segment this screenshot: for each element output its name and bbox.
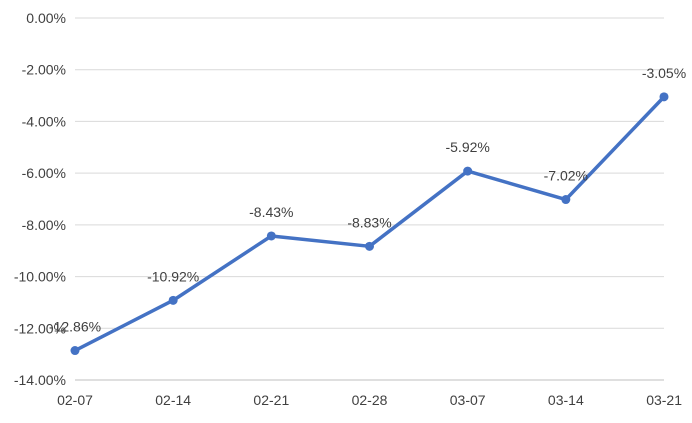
x-tick-label: 03-21 [646, 392, 682, 408]
x-tick-label: 03-14 [548, 392, 584, 408]
data-label: -8.43% [249, 204, 293, 220]
x-axis-tick-labels: 02-07 02-14 02-21 02-28 03-07 03-14 03-21 [57, 392, 682, 408]
y-tick-label: -14.00% [14, 372, 66, 388]
x-tick-label: 02-21 [253, 392, 289, 408]
data-point [659, 92, 669, 102]
y-tick-label: -10.00% [14, 269, 66, 285]
x-tick-label: 02-28 [352, 392, 388, 408]
data-labels: -12.86% -10.92% -8.43% -8.83% -5.92% -7.02% -3… [49, 65, 686, 335]
data-point [365, 241, 374, 251]
data-point [168, 295, 178, 305]
data-point [561, 195, 571, 205]
data-label: -3.05% [642, 65, 686, 81]
y-tick-label: -4.00% [22, 113, 66, 129]
y-tick-label: -8.00% [22, 217, 66, 233]
data-label: -5.92% [445, 139, 489, 155]
x-tick-label: 02-14 [155, 392, 191, 408]
data-point [70, 346, 80, 356]
data-point [463, 166, 473, 176]
y-tick-label: -6.00% [22, 165, 66, 181]
data-label: -12.86% [49, 319, 101, 335]
x-tick-label: 02-07 [57, 392, 93, 408]
y-tick-label: -2.00% [22, 62, 66, 78]
gridlines [75, 17, 664, 381]
data-label: -8.83% [347, 214, 391, 230]
y-axis-tick-labels: 0.00% -2.00% -4.00% -6.00% -8.00% -10.00% -12.… [14, 10, 66, 388]
data-label: -10.92% [147, 268, 199, 284]
data-label: -7.02% [544, 168, 588, 184]
y-tick-label: 0.00% [26, 10, 66, 26]
x-tick-label: 03-07 [450, 392, 486, 408]
series-group [70, 92, 669, 356]
y-tick-label: -12.00% [14, 320, 66, 336]
data-point [266, 231, 276, 241]
